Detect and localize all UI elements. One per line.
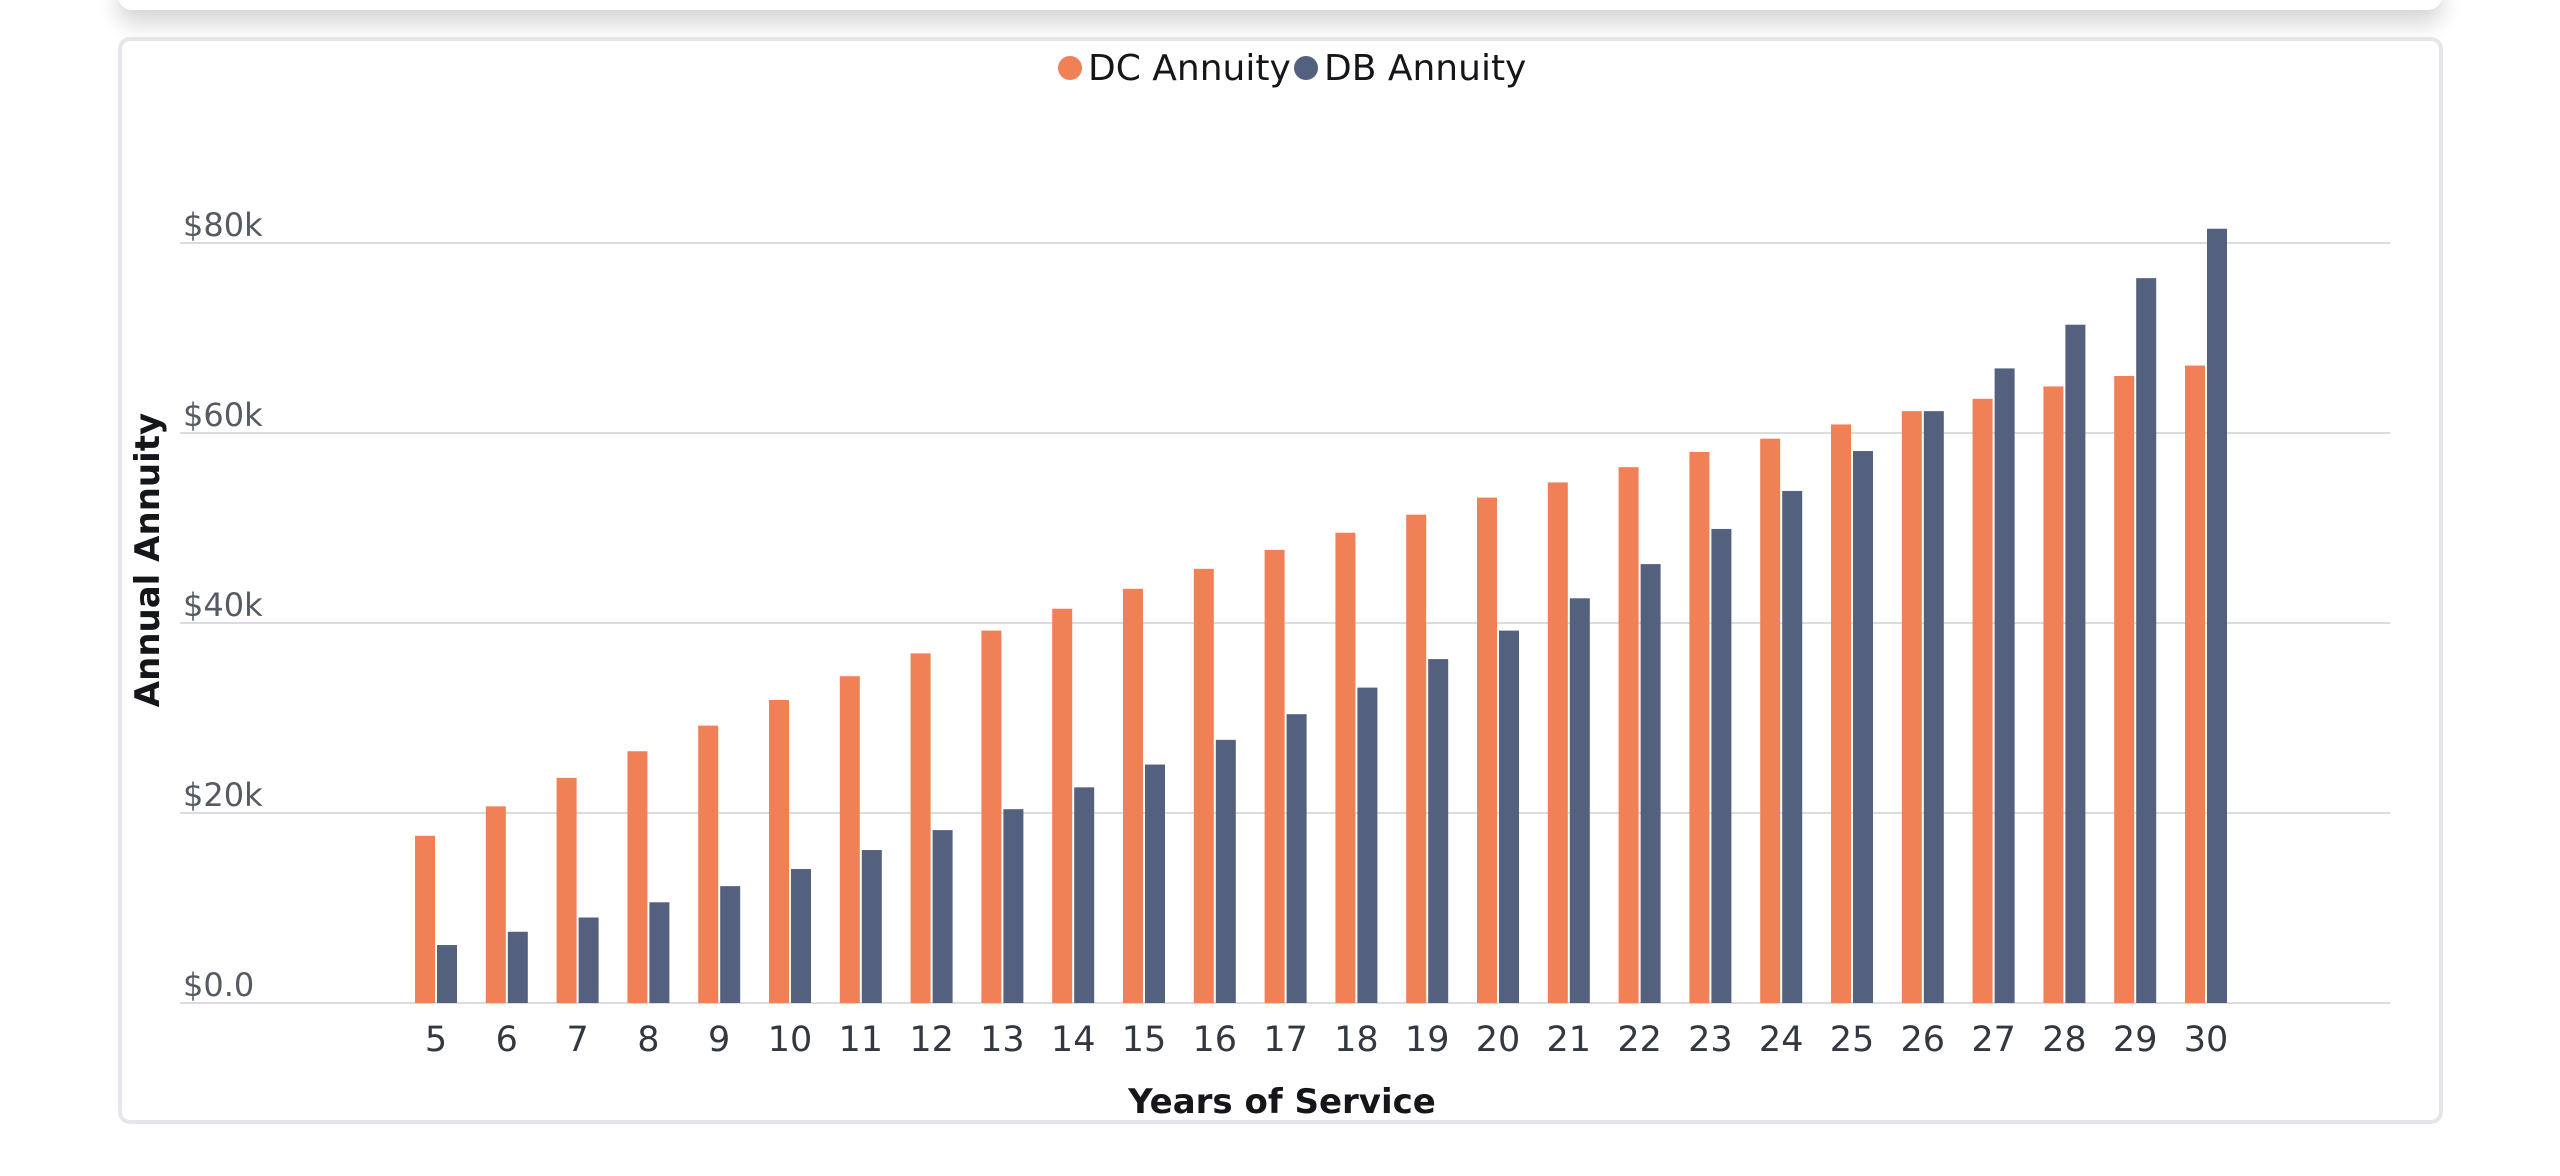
db-bar-19[interactable] (1428, 659, 1449, 1003)
db-bar-6[interactable] (507, 931, 528, 1003)
dc-bar-23[interactable] (1689, 452, 1710, 1003)
dc-bar-17[interactable] (1264, 549, 1285, 1003)
db-bar-26[interactable] (1923, 411, 1944, 1003)
db-bar-17[interactable] (1286, 714, 1307, 1003)
db-bar-13[interactable] (1003, 809, 1024, 1003)
db-bar-10[interactable] (791, 869, 811, 1003)
db-bar-22[interactable] (1640, 564, 1661, 1003)
dc-bar-21[interactable] (1547, 482, 1568, 1003)
dc-bar-19[interactable] (1406, 514, 1427, 1003)
x-tick-label: 10 (768, 1020, 813, 1060)
x-tick-label: 29 (2113, 1020, 2158, 1060)
x-tick-label: 26 (1901, 1020, 1946, 1060)
y-tick-label: $0.0 (183, 966, 254, 1004)
dc-bar-13[interactable] (981, 630, 1002, 1003)
db-bar-5[interactable] (437, 945, 457, 1003)
db-bar-15[interactable] (1145, 764, 1165, 1003)
y-axis-ticks: $0.0 $20k $40k $60k $80k (183, 206, 263, 1004)
bars (415, 228, 2227, 1004)
db-bar-14[interactable] (1074, 787, 1095, 1003)
db-bar-27[interactable] (1994, 368, 2015, 1003)
x-tick-label: 17 (1263, 1020, 1308, 1060)
dc-bar-18[interactable] (1335, 532, 1356, 1003)
top-card-edge (118, 0, 2442, 10)
dc-bar-22[interactable] (1618, 467, 1639, 1003)
db-bar-21[interactable] (1569, 598, 1590, 1003)
x-tick-label: 22 (1617, 1020, 1662, 1060)
dc-bar-16[interactable] (1193, 568, 1214, 1003)
y-tick-label: $60k (183, 396, 263, 434)
x-tick-label: 6 (496, 1020, 518, 1060)
db-bar-29[interactable] (2136, 278, 2157, 1003)
x-tick-label: 20 (1476, 1020, 1521, 1060)
db-bar-9[interactable] (720, 886, 741, 1003)
db-bar-7[interactable] (578, 917, 599, 1004)
dc-bar-6[interactable] (485, 806, 506, 1003)
y-tick-label: $20k (183, 776, 263, 814)
dc-bar-8[interactable] (627, 751, 648, 1003)
legend-db-label[interactable]: DB Annuity (1324, 48, 1526, 89)
dc-bar-28[interactable] (2043, 386, 2064, 1003)
dc-bar-5[interactable] (415, 835, 435, 1003)
legend-dc-label[interactable]: DC Annuity (1088, 48, 1291, 89)
x-tick-label: 21 (1547, 1020, 1592, 1060)
dc-bar-10[interactable] (769, 699, 789, 1003)
db-bar-25[interactable] (1853, 451, 1873, 1003)
grid-lines (180, 242, 2390, 1004)
x-tick-label: 30 (2184, 1020, 2229, 1060)
db-bar-11[interactable] (861, 850, 882, 1003)
x-tick-label: 11 (839, 1020, 884, 1060)
x-tick-label: 8 (637, 1020, 659, 1060)
dc-bar-29[interactable] (2114, 376, 2135, 1003)
dc-bar-24[interactable] (1760, 438, 1781, 1003)
x-tick-label: 16 (1193, 1020, 1238, 1060)
x-tick-label: 5 (425, 1020, 447, 1060)
y-axis-title: Annual Annuity (128, 413, 168, 707)
dc-bar-11[interactable] (839, 676, 860, 1003)
legend-db-marker (1294, 56, 1318, 80)
dc-bar-7[interactable] (556, 777, 577, 1003)
dc-bar-15[interactable] (1123, 588, 1143, 1003)
x-axis-ticks: 5 6 7 8 9 10 11 12 13 14 15 16 17 18 19 20 21 22 23 24 25 26 2… (425, 1020, 2228, 1060)
x-axis-title: Years of Service (1127, 1082, 1436, 1122)
legend[interactable]: DC Annuity DB Annuity (1058, 48, 1526, 89)
dc-bar-25[interactable] (1831, 424, 1851, 1003)
x-tick-label: 13 (980, 1020, 1025, 1060)
x-tick-label: 27 (1971, 1020, 2016, 1060)
db-bar-23[interactable] (1711, 528, 1732, 1003)
x-tick-label: 7 (566, 1020, 588, 1060)
dc-bar-26[interactable] (1901, 411, 1922, 1003)
x-tick-label: 12 (909, 1020, 954, 1060)
x-tick-label: 18 (1334, 1020, 1379, 1060)
dc-bar-9[interactable] (698, 725, 719, 1003)
y-tick-label: $80k (183, 206, 263, 244)
db-bar-30[interactable] (2207, 228, 2227, 1003)
x-tick-label: 28 (2042, 1020, 2087, 1060)
db-bar-28[interactable] (2065, 324, 2086, 1003)
db-bar-16[interactable] (1215, 739, 1236, 1003)
x-tick-label: 25 (1830, 1020, 1875, 1060)
db-bar-12[interactable] (932, 830, 953, 1003)
legend-dc-marker (1058, 56, 1082, 80)
dc-bar-12[interactable] (910, 653, 931, 1003)
y-tick-label: $40k (183, 586, 263, 624)
x-tick-label: 9 (708, 1020, 730, 1060)
db-bar-24[interactable] (1782, 490, 1803, 1003)
x-tick-label: 24 (1759, 1020, 1804, 1060)
dc-bar-20[interactable] (1477, 497, 1497, 1003)
dc-bar-27[interactable] (1972, 398, 1993, 1003)
x-tick-label: 14 (1051, 1020, 1096, 1060)
dc-bar-30[interactable] (2185, 365, 2205, 1003)
x-tick-label: 19 (1405, 1020, 1450, 1060)
db-bar-8[interactable] (649, 902, 670, 1003)
db-bar-18[interactable] (1357, 687, 1378, 1003)
x-tick-label: 23 (1688, 1020, 1733, 1060)
x-tick-label: 15 (1122, 1020, 1167, 1060)
db-bar-20[interactable] (1499, 630, 1519, 1003)
dc-bar-14[interactable] (1052, 608, 1073, 1003)
